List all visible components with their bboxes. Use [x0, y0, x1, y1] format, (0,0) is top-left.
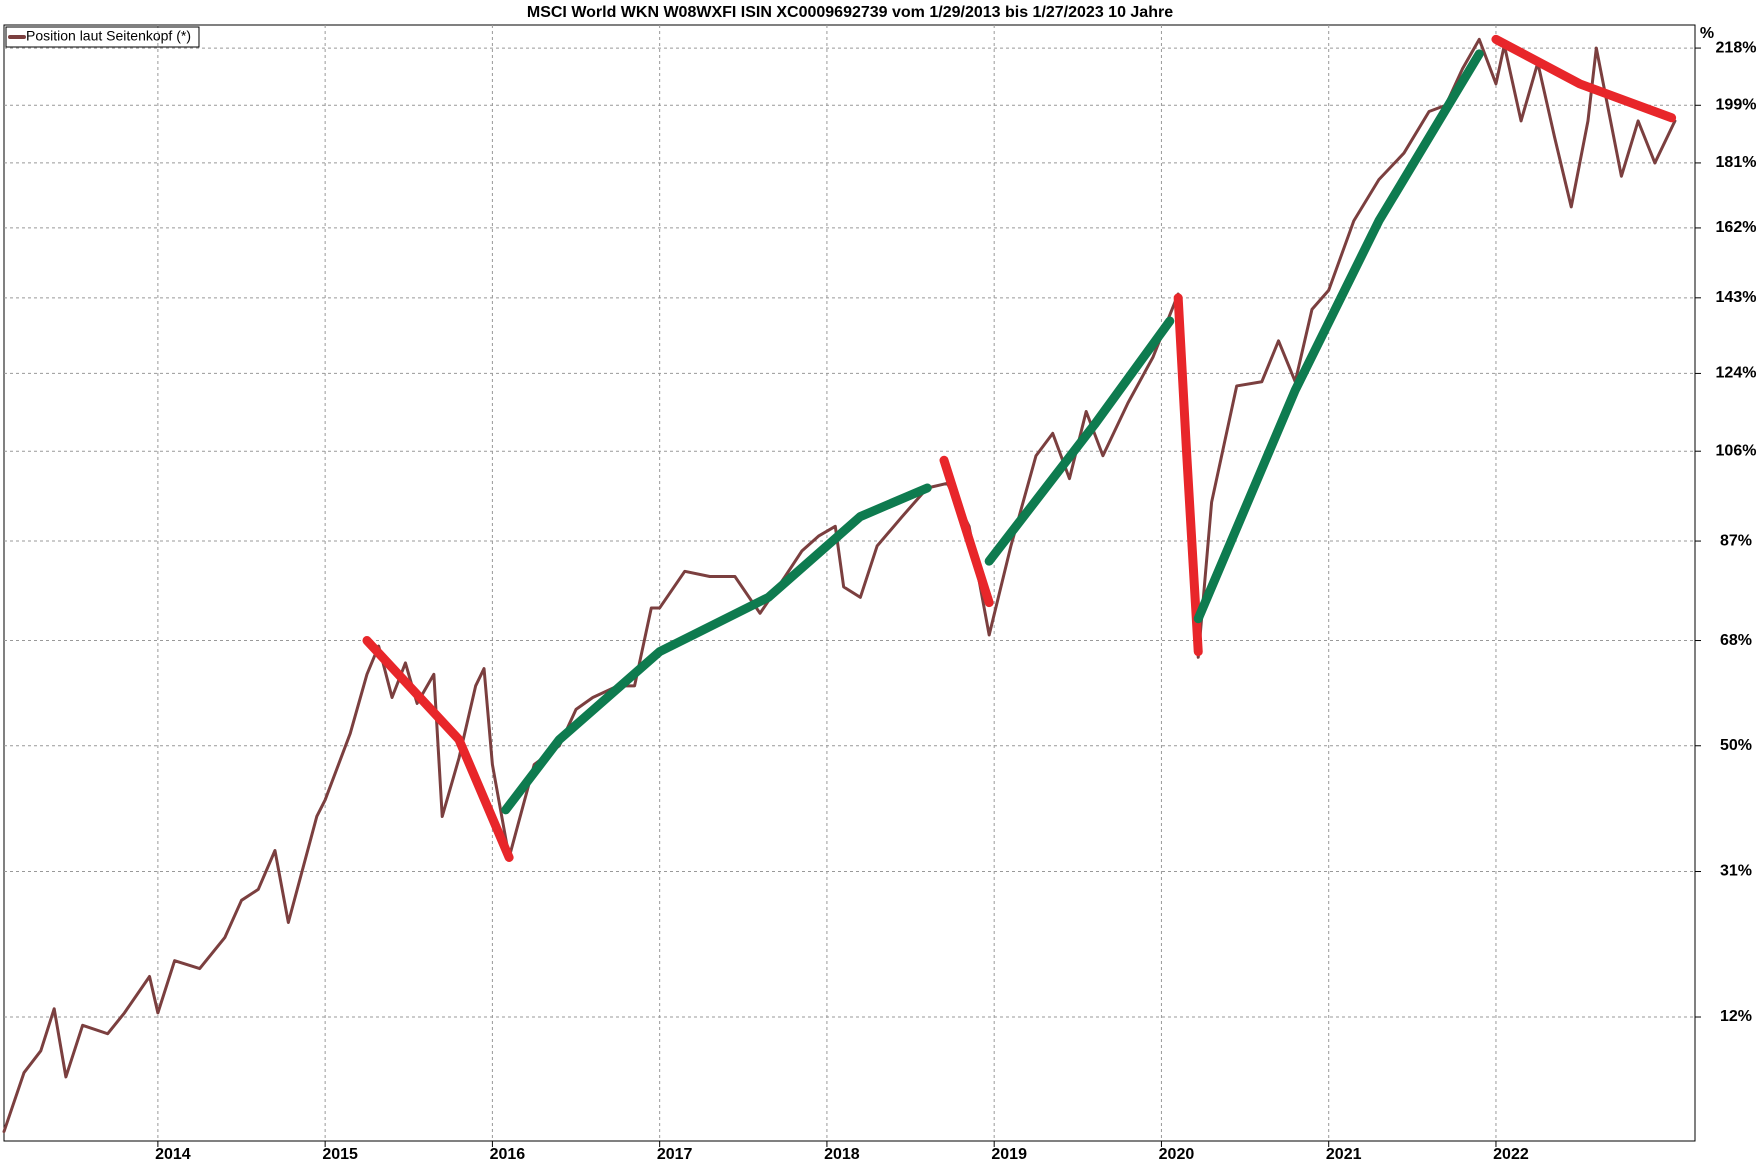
x-tick-label: 2020 [1159, 1146, 1195, 1163]
line [362, 636, 514, 862]
y-tick-label: 124% [1716, 365, 1757, 382]
x-tick-label: 2019 [991, 1146, 1027, 1163]
x-tick-label: 2017 [657, 1146, 693, 1163]
y-tick-label: 181% [1716, 154, 1757, 171]
line [984, 316, 1175, 566]
x-tick-label: 2015 [322, 1146, 358, 1163]
y-tick-label: 31% [1720, 863, 1752, 880]
y-tick-label: 199% [1716, 96, 1757, 113]
line [2, 37, 1677, 1134]
y-axis-label: % [1700, 25, 1714, 42]
y-tick-label: 143% [1716, 289, 1757, 306]
x-tick-label: 2014 [155, 1146, 191, 1163]
y-tick-label: 106% [1716, 442, 1757, 459]
y-tick-label: 12% [1720, 1008, 1752, 1025]
y-tick-label: 162% [1716, 219, 1757, 236]
x-tick-label: 2018 [824, 1146, 860, 1163]
y-tick-label: 50% [1720, 737, 1752, 754]
y-tick-label: 218% [1716, 39, 1757, 56]
chart-title: MSCI World WKN W08WXFI ISIN XC0009692739… [527, 4, 1173, 21]
x-tick-label: 2022 [1493, 1146, 1529, 1163]
line [1173, 293, 1203, 657]
y-tick-label: 87% [1720, 532, 1752, 549]
line [1491, 34, 1677, 123]
legend-box [5, 26, 200, 48]
x-tick-label: 2021 [1326, 1146, 1362, 1163]
line [939, 455, 994, 608]
y-tick-label: 68% [1720, 632, 1752, 649]
line [501, 483, 932, 815]
plot-area [3, 24, 1696, 1142]
x-tick-label: 2016 [490, 1146, 526, 1163]
legend-label: Position laut Seitenkopf (*) [26, 28, 191, 44]
line [1193, 49, 1484, 624]
